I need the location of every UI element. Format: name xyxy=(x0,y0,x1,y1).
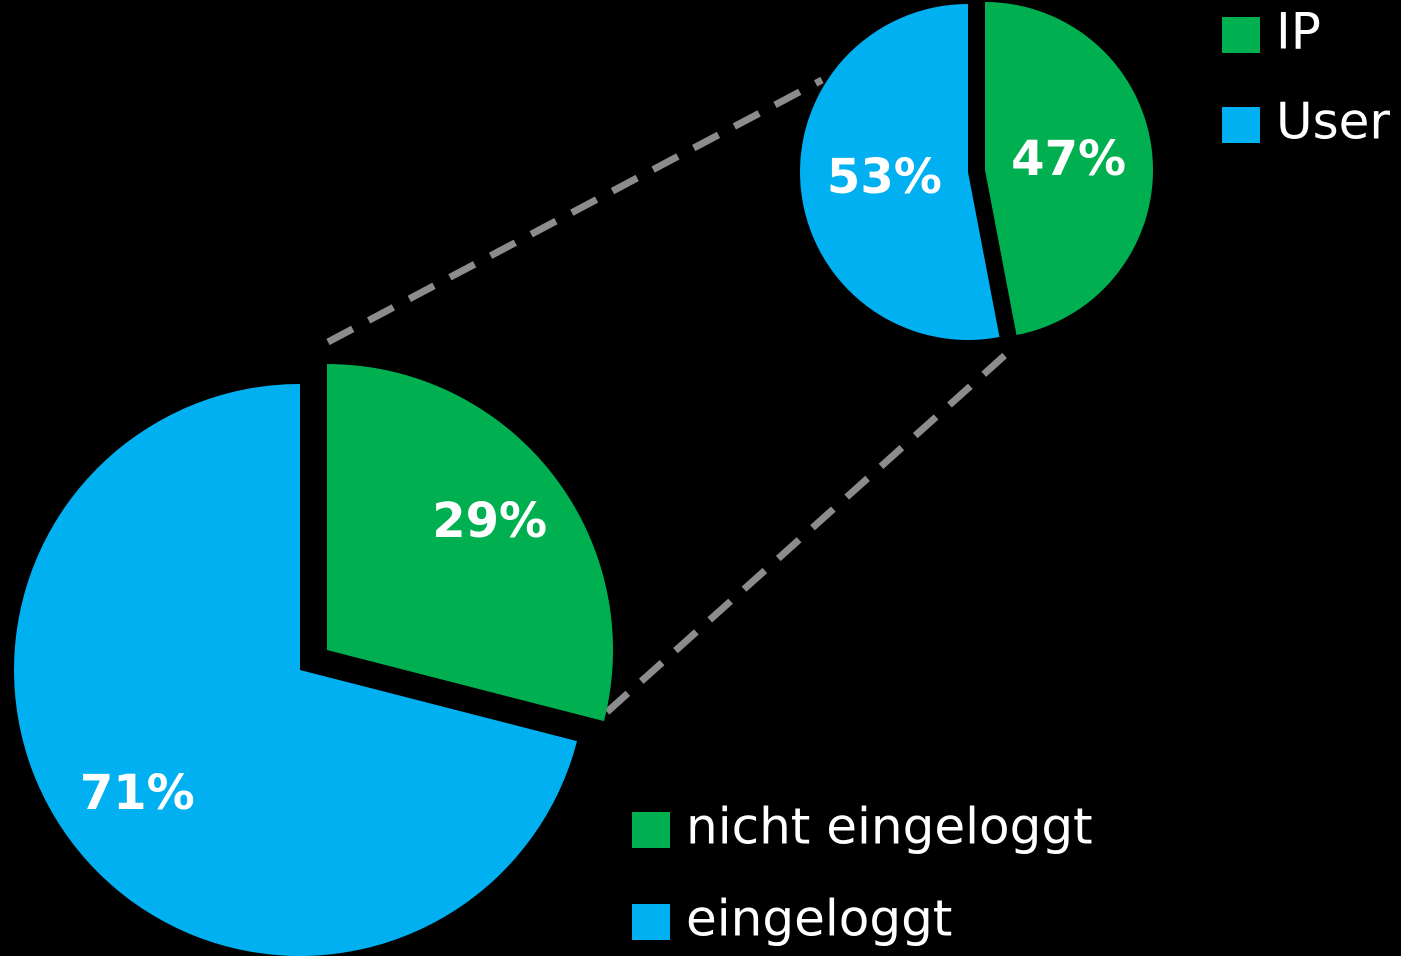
legend-label: eingeloggt xyxy=(686,890,952,948)
pie-slice xyxy=(327,364,613,722)
pie-slice xyxy=(985,2,1154,336)
connector xyxy=(326,76,824,346)
data-label: 29% xyxy=(432,493,547,549)
data-label: 47% xyxy=(1011,131,1126,187)
legend-label: User xyxy=(1276,93,1390,151)
legend-label: IP xyxy=(1276,3,1321,61)
data-label: 53% xyxy=(827,149,942,205)
legend-swatch xyxy=(1222,107,1260,143)
legend-label: nicht eingeloggt xyxy=(686,798,1093,856)
legend-swatch xyxy=(632,812,670,848)
legend-swatch xyxy=(632,904,670,940)
pie-slice xyxy=(14,384,578,956)
data-label: 71% xyxy=(80,765,195,821)
pie-slice xyxy=(800,4,1000,340)
legend-swatch xyxy=(1222,17,1260,53)
